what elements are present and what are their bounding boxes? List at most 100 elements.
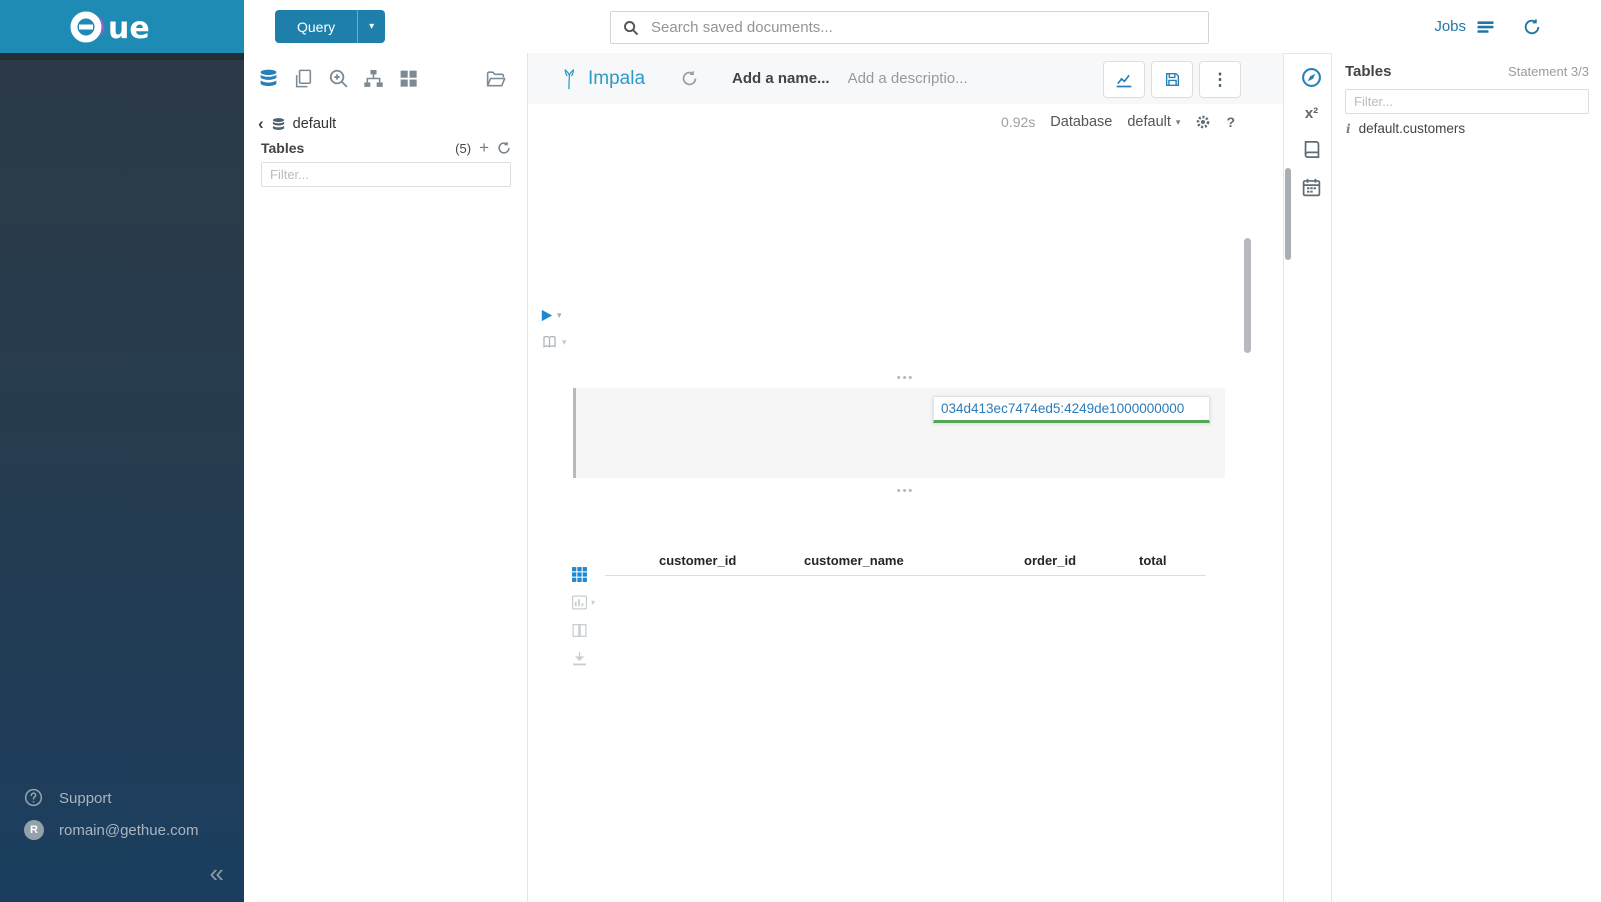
hue-logo[interactable]: ue — [66, 9, 178, 45]
query-dropdown-caret[interactable]: ▾ — [357, 10, 386, 43]
download-icon[interactable] — [571, 650, 597, 667]
col-header[interactable]: order_id — [1024, 552, 1077, 568]
new-query-button[interactable]: Query ▾ — [275, 10, 386, 43]
snippet-history-icon[interactable] — [681, 70, 698, 87]
add-table-icon[interactable]: + — [479, 138, 489, 157]
tables-label: Tables — [261, 140, 305, 156]
query-history-icon[interactable] — [1523, 18, 1541, 36]
execution-time: 0.92s — [1001, 114, 1036, 130]
col-header[interactable]: total — [1139, 552, 1167, 568]
query-name-field[interactable]: Add a name... — [732, 70, 830, 87]
assist-filter-input[interactable] — [261, 162, 511, 187]
snippet-header: Impala Add a name... Add a descriptio...… — [528, 53, 1283, 104]
columns-view-icon[interactable] — [571, 622, 597, 639]
col-header[interactable]: customer_id — [659, 552, 737, 568]
chart-button[interactable] — [1103, 61, 1145, 98]
jobs-list-icon[interactable] — [1476, 19, 1495, 35]
query-id-tooltip[interactable]: 034d413ec7474ed5:4249de1000000000 — [933, 396, 1210, 423]
editor-subheader: 0.92s Database default ▾ ? — [528, 104, 1283, 140]
topbar: Query ▾ Jobs — [244, 0, 1601, 54]
question-circle-icon — [24, 788, 44, 808]
user-email: romain@gethue.com — [59, 821, 199, 839]
compass-icon[interactable] — [1301, 67, 1322, 88]
more-actions-button[interactable]: ⋮ — [1199, 61, 1241, 98]
engine-title[interactable]: Impala — [588, 67, 646, 89]
support-link[interactable]: Support — [0, 782, 244, 814]
avatar: R — [24, 820, 44, 840]
user-menu[interactable]: R romain@gethue.com — [0, 814, 244, 846]
svg-text:ue: ue — [108, 11, 150, 45]
database-icon — [271, 117, 286, 132]
docs-caret-icon[interactable]: ▾ — [562, 336, 567, 347]
db-stack-icon[interactable] — [258, 68, 280, 90]
database-label: Database — [1050, 114, 1113, 130]
results-table: customer_id customer_name order_id total — [605, 545, 1206, 576]
divider-right[interactable] — [1283, 53, 1284, 902]
jobs-link[interactable]: Jobs — [1434, 18, 1466, 35]
functions-icon[interactable]: x² — [1304, 105, 1319, 122]
right-assist-panel: Tables Statement 3/3 i default.customers — [1332, 53, 1601, 902]
active-table-name: default.customers — [1358, 121, 1466, 136]
gear-icon[interactable] — [1195, 114, 1211, 130]
statement-indicator: Statement 3/3 — [1508, 64, 1589, 79]
assist-tables-header: Tables (5) + — [261, 138, 511, 157]
topbar-right: Jobs — [1434, 0, 1541, 53]
info-icon[interactable]: i — [1346, 121, 1351, 136]
col-header[interactable]: customer_name — [804, 552, 904, 568]
resize-grip[interactable]: ••• — [896, 372, 915, 384]
right-filter-input[interactable] — [1345, 89, 1589, 114]
right-assist-rail: x² — [1292, 53, 1331, 902]
back-chevron-icon[interactable]: ‹ — [258, 114, 264, 133]
snippet-header-buttons: ⋮ — [1103, 61, 1241, 98]
right-tables-label: Tables — [1345, 63, 1392, 80]
zoom-plus-icon[interactable] — [328, 68, 350, 90]
database-name[interactable]: default — [292, 116, 337, 132]
masthead-shadow — [0, 53, 244, 60]
sitemap-icon[interactable] — [363, 68, 385, 90]
calendar-icon[interactable] — [1301, 177, 1322, 198]
tables-count: (5) — [455, 140, 472, 156]
execute-button[interactable]: ▾ — [539, 308, 562, 323]
language-docs-icon[interactable] — [1301, 139, 1322, 160]
chart-view-icon[interactable]: ▾ — [571, 594, 597, 611]
assist-tree — [261, 194, 519, 902]
caret-down-icon: ▾ — [1175, 116, 1181, 127]
apps-grid-icon[interactable] — [398, 68, 420, 90]
code-editor[interactable]: ▾ ▾ — [528, 140, 1283, 358]
sidebar: ue Support R romain@gethue.com « — [0, 0, 244, 902]
masthead: ue — [0, 0, 244, 53]
page-scrollbar[interactable] — [1285, 168, 1291, 260]
chart-caret-icon[interactable]: ▾ — [591, 598, 596, 607]
grid-view-icon[interactable] — [571, 566, 597, 583]
query-description-field[interactable]: Add a descriptio... — [847, 70, 968, 87]
database-select[interactable]: default ▾ — [1127, 114, 1181, 130]
resize-grip[interactable]: ••• — [896, 485, 915, 497]
sidebar-footer: Support R romain@gethue.com « — [0, 782, 244, 902]
refresh-icon[interactable] — [497, 141, 511, 155]
search-input[interactable] — [649, 18, 1208, 37]
help-icon[interactable]: ? — [1226, 114, 1235, 130]
docs-book-icon[interactable]: ▾ — [541, 334, 567, 350]
right-assist-header: Tables Statement 3/3 — [1345, 63, 1589, 80]
impala-icon — [560, 67, 578, 91]
breadcrumb: ‹ default — [258, 114, 337, 133]
sidebar-collapse-icon[interactable]: « — [209, 858, 224, 888]
left-assist-panel: ‹ default Tables (5) + — [244, 104, 527, 902]
divider-right-rail — [1331, 53, 1332, 902]
execute-caret-icon[interactable]: ▾ — [557, 310, 562, 320]
save-button[interactable] — [1151, 61, 1193, 98]
documents-copy-icon[interactable] — [293, 68, 315, 90]
support-label: Support — [59, 789, 112, 807]
folder-open-icon[interactable] — [485, 68, 507, 90]
search-icon — [623, 20, 639, 36]
divider-left[interactable] — [527, 53, 528, 902]
row-number-header — [605, 545, 643, 575]
active-table[interactable]: i default.customers — [1346, 121, 1465, 136]
editor-scrollbar[interactable] — [1244, 238, 1251, 353]
log-progress-bar — [573, 388, 576, 478]
query-log-panel: 034d413ec7474ed5:4249de1000000000 — [573, 388, 1225, 478]
results-toolbar: ▾ — [571, 566, 597, 678]
results-header-row: customer_id customer_name order_id total — [605, 545, 1206, 576]
assist-toolbar — [244, 53, 527, 104]
query-button-label[interactable]: Query — [275, 10, 358, 43]
